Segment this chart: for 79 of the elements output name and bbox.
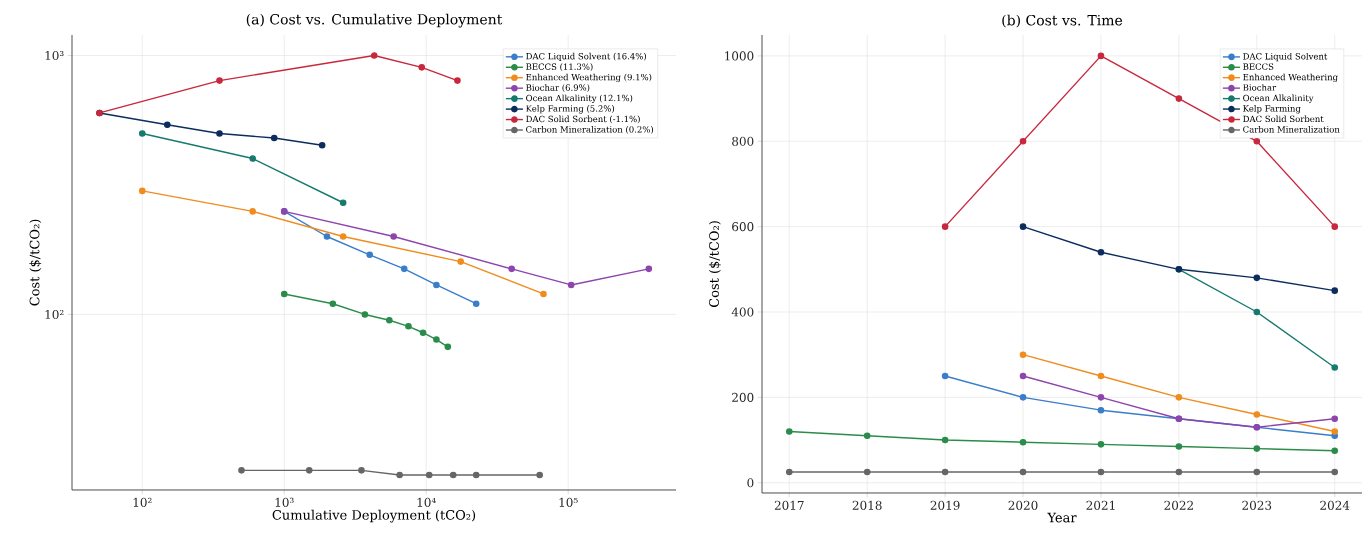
legend-label: DAC Liquid Solvent [1243,52,1328,62]
point [1331,364,1339,371]
point [1253,445,1261,452]
legend-label: Biochar (6.9%) [526,84,590,92]
point [1253,468,1261,476]
point [1253,308,1261,316]
point [1019,223,1027,230]
legend-label: Ocean Alkalinity [1243,94,1314,103]
point [863,468,871,476]
x-tick-label: 10⁴ [417,497,436,507]
y-tick-label: 600 [732,222,754,232]
legend-label: Kelp Farming [1243,105,1301,114]
point [1175,95,1183,102]
point [941,372,949,380]
point [1019,468,1027,476]
chart-title: (a) Cost vs. Cumulative Deployment [246,13,503,28]
legend-label: Enhanced Weathering (9.1%) [526,73,652,83]
point [941,436,949,444]
x-tick-label: 2022 [1164,500,1193,510]
point [1097,468,1105,476]
point [1019,438,1027,446]
point [1331,468,1339,476]
point [1097,52,1105,60]
point [785,468,793,476]
x-tick-label: 10³ [275,497,294,507]
x-axis-title: Cumulative Deployment (tCO₂) [272,509,476,523]
y-tick-label: 0 [747,478,754,488]
legend-label: Carbon Mineralization (0.2%) [526,126,654,134]
point [1331,447,1339,455]
y-tick-label: 800 [732,136,754,146]
y-tick-label: 200 [732,392,754,402]
legend-label: Carbon Mineralization [1243,125,1340,133]
legend-label: Kelp Farming (5.2%) [526,105,615,114]
x-tick-label: 2018 [852,500,882,510]
x-tick-label: 2023 [1242,500,1272,510]
point [1019,394,1027,401]
point [1019,351,1027,358]
legend-label: DAC Liquid Solvent (16.4%) [526,52,646,62]
chart-title: (b) Cost vs. Time [1002,14,1123,28]
point [1253,274,1261,282]
x-tick-label: 10⁵ [559,497,578,507]
point [1175,394,1183,401]
point [1097,248,1105,256]
x-tick-label: 2020 [1008,500,1038,510]
point [863,432,871,440]
x-tick-label: 2021 [1086,500,1115,510]
point [785,428,793,435]
x-tick-label: 2017 [774,500,804,510]
point [1019,372,1027,380]
y-tick-label: 400 [731,307,754,317]
point [1175,443,1183,450]
point [1331,428,1339,435]
y-axis-title: Cost ($/tCO₂) [708,221,721,308]
point [1097,372,1105,380]
legend-label: Ocean Alkalinity (12.1%) [526,94,633,104]
point [1097,394,1105,401]
y-tick-label: 1000 [725,51,754,61]
point [1253,137,1261,145]
x-tick-label: 10² [133,497,152,507]
point [1175,468,1183,476]
legend-label: Biochar [1243,84,1277,91]
point [1097,406,1105,414]
y-axis-title: Cost ($/tCO₂) [29,219,42,306]
point [1331,415,1339,423]
point [1253,411,1261,418]
legend-label: DAC Solid Sorbent [1243,115,1324,123]
legend-label: Enhanced Weathering [1243,73,1338,83]
point [1331,287,1339,294]
x-tick-label: 2019 [930,500,960,510]
point [941,468,949,476]
legend-label: BECCS (11.3%) [526,63,593,72]
x-tick-label: 2024 [1320,500,1350,510]
point [1019,137,1027,145]
x-axis-title: Year [1047,512,1077,523]
point [1331,223,1339,230]
legend-label: DAC Solid Sorbent (-1.1%) [526,115,640,124]
point [941,223,949,230]
legend-label: BECCS [1243,63,1274,70]
point [1097,441,1105,448]
